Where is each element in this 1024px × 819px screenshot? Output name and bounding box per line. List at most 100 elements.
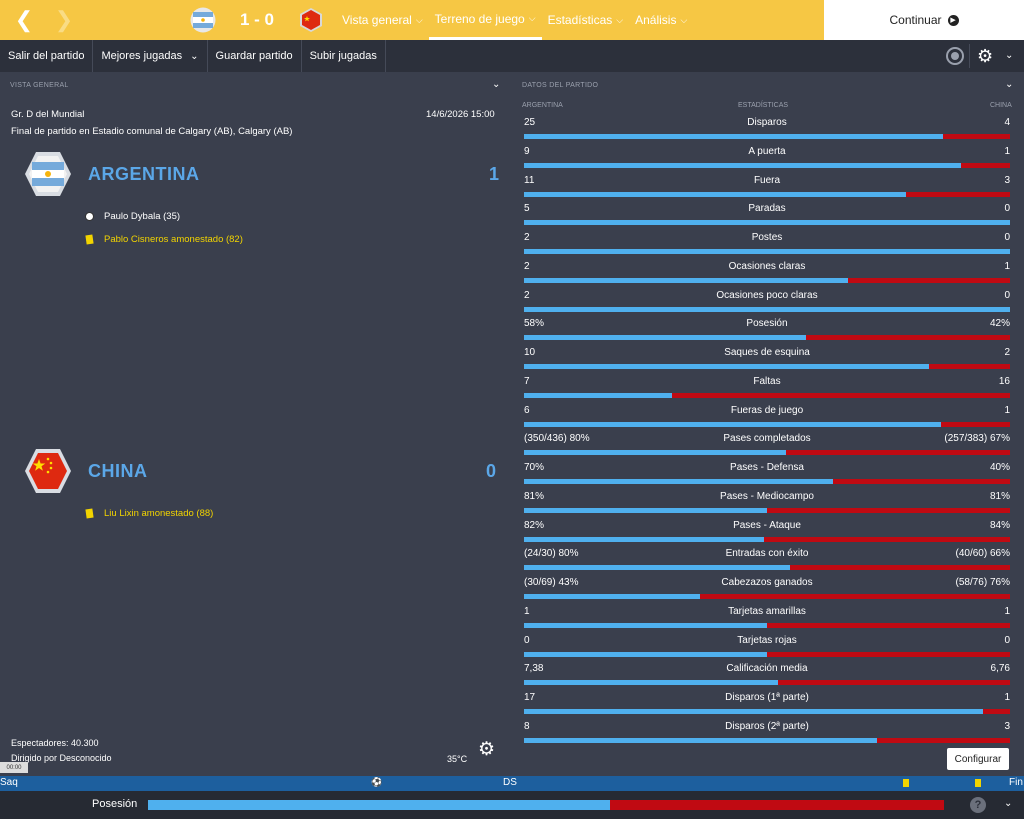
stat-away-value: 1 [1004,145,1010,157]
stat-home-value: 7,38 [524,663,544,675]
stat-label: Posesión [746,318,788,330]
save-match-button[interactable]: Guardar partido [208,40,302,72]
exit-match-button[interactable]: Salir del partido [0,40,94,72]
highlights-label: Mejores jugadas [101,50,183,62]
stat-bar-home [524,392,672,398]
stat-home-value: 58% [524,318,545,330]
stat-bar [524,335,1010,341]
stat-away-value: (40/60) 66% [955,548,1010,560]
stat-bar-away [848,277,1010,283]
stat-label: Pases - Defensa [730,462,804,473]
stat-away-value: 2 [1004,347,1010,358]
china-flag-icon [298,7,324,33]
stat-bar [524,680,1010,686]
stat-home-value: 1 [524,605,530,617]
goal-marker-icon[interactable]: ⚽ [371,777,383,787]
stat-row: 25 Disparos 4 [524,117,1010,145]
stat-home-value: 2 [524,232,530,243]
match-timeline[interactable]: Saq ⚽ DS Fin [0,776,1024,791]
stat-home-value: 81% [524,490,545,502]
tab-estadisticas[interactable]: Estadísticas ⌵ [542,0,630,40]
stat-bar [524,479,1010,484]
stat-home-value: 2 [524,260,530,272]
argentina-badge-icon [25,152,71,196]
stat-bar-home [524,162,962,168]
away-possession-fill [609,800,944,810]
event-text[interactable]: Pablo Cisneros amonestado (82) [104,234,243,245]
tab-vista-general[interactable]: Vista general ⌵ [336,0,429,40]
stat-home-value: 7 [524,375,530,387]
sun-icon: ⚙ [478,739,496,760]
stat-bar-away [767,622,1010,628]
overview-title: VISTA GENERAL [10,82,69,89]
highlights-button[interactable]: Mejores jugadas ⌄ [93,40,208,72]
configure-button[interactable]: Configurar [947,748,1009,770]
stat-row: 8 Disparos (2ª parte) 3 [524,721,1010,749]
chevron-down-icon[interactable]: ⌄ [492,79,501,90]
stat-bar-away [942,134,1010,139]
match-clock: 00:00 [0,762,28,773]
stat-bar [524,507,1010,513]
possession-label: Posesión [92,798,138,810]
stat-bar [524,594,1010,599]
stat-home-value: 6 [524,404,530,416]
stat-bar-away [940,421,1010,427]
event-text[interactable]: Liu Lixin amonestado (88) [104,508,214,519]
stat-bar-away [767,651,1010,657]
tab-terreno-de-juego[interactable]: Terreno de juego ⌵ [428,0,542,40]
stat-away-value: (58/76) 76% [955,577,1010,588]
stat-label: Pases completados [723,433,811,445]
stat-label: Disparos (2ª parte) [725,720,809,732]
stat-row: 10 Saques de esquina 2 [524,347,1010,375]
stat-bar [524,536,1010,542]
continue-button[interactable]: Continuar ▶ [824,0,1024,40]
stat-bar [524,622,1010,628]
stat-row: (24/30) 80% Entradas con éxito (40/60) 66% [524,548,1010,576]
chevron-down-icon[interactable]: ⌄ [1004,798,1013,809]
stat-row: 5 Paradas 0 [524,203,1010,231]
back-arrow-icon[interactable]: ❮ [14,7,34,32]
help-icon[interactable]: ? [970,797,986,813]
stat-away-value: 6,76 [990,663,1010,675]
timeline-end-label: Fin [1009,777,1023,788]
stat-bar [524,421,1010,427]
stat-bar-home [524,680,778,686]
stat-bar-home [524,421,941,427]
stat-away-value: 1 [1004,692,1010,703]
possession-bar: Posesión ? ⌄ [0,791,1024,819]
competition-label: Gr. D del Mundial [11,109,85,120]
stat-row: 2 Ocasiones poco claras 0 [524,290,1010,318]
stat-bar-home [524,134,943,139]
stat-home-value: (350/436) 80% [524,433,590,445]
stat-bar [524,191,1010,197]
chevron-down-icon[interactable]: ⌄ [1005,50,1014,61]
chevron-down-icon[interactable]: ⌄ [1005,79,1014,90]
event-icon-wrapper [82,212,96,221]
stat-row: 0 Tarjetas rojas 0 [524,635,1010,663]
event-text[interactable]: Paulo Dybala (35) [104,211,181,222]
stat-bar-away [928,364,1010,369]
chevron-down-icon: ⌵ [616,14,624,25]
stat-home-value: 5 [524,203,530,215]
ball-icon [84,212,94,221]
stat-home-value: 2 [524,289,530,301]
stats-header-mid: ESTADÍSTICAS [738,102,789,109]
gear-icon[interactable]: ⚙ [977,46,994,66]
stats-title: DATOS DEL PARTIDO [522,82,599,89]
yellow-card-marker-icon[interactable] [975,779,981,787]
save-match-label: Guardar partido [215,50,293,62]
record-icon[interactable] [946,47,964,65]
stat-home-value: (24/30) 80% [524,548,579,560]
home-team-name[interactable]: ARGENTINA [88,164,200,184]
stat-bar [524,450,1010,456]
referee-label: Dirigido por Desconocido [11,753,112,763]
stat-label: Disparos (1ª parte) [725,692,809,703]
forward-arrow-icon[interactable]: ❯ [54,7,74,32]
away-team-name[interactable]: CHINA [88,461,148,481]
yellow-card-marker-icon[interactable] [903,779,909,787]
tab-analisis[interactable]: Análisis ⌵ [629,0,693,40]
tab-label: Terreno de juego [434,11,525,26]
stat-away-value: 42% [989,318,1010,330]
stat-away-value: 1 [1004,404,1010,416]
upload-highlights-button[interactable]: Subir jugadas [302,40,386,72]
